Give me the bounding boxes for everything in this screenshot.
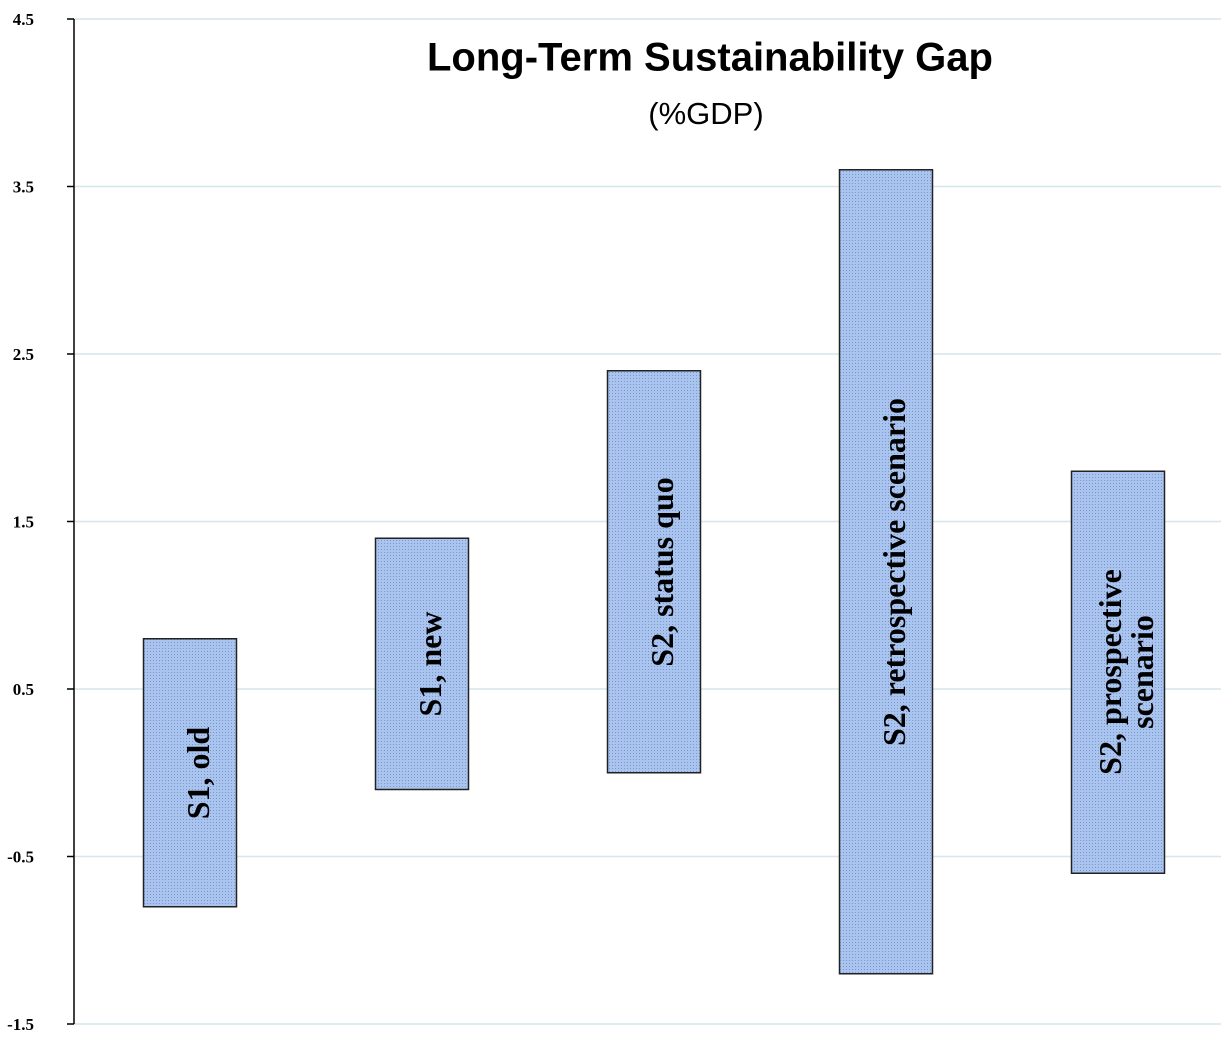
y-tick-label: 0.5 bbox=[13, 680, 34, 699]
chart-subtitle: (%GDP) bbox=[648, 96, 763, 131]
y-tick-label: -1.5 bbox=[7, 1015, 34, 1034]
bar bbox=[1070, 470, 1166, 874]
y-ticks: 4.5 3.5 2.5 1.5 0.5 -0.5 -1.5 bbox=[7, 10, 1221, 1034]
bar-label: S2, prospective scenario bbox=[1092, 569, 1160, 776]
bar-label: S1, old bbox=[180, 726, 216, 819]
y-tick-label: -0.5 bbox=[7, 847, 34, 866]
y-tick-label: 2.5 bbox=[13, 345, 34, 364]
bar bbox=[374, 537, 470, 791]
y-tick-label: 3.5 bbox=[13, 177, 34, 196]
bar bbox=[606, 370, 702, 774]
bar-label: S2, status quo bbox=[644, 477, 680, 667]
chart-title: Long-Term Sustainability Gap bbox=[427, 36, 993, 80]
bar bbox=[838, 169, 934, 975]
bar bbox=[142, 638, 238, 908]
bar-label: S2, retrospective scenario bbox=[876, 397, 912, 746]
y-tick-label: 4.5 bbox=[13, 10, 34, 29]
bar-label: S1, new bbox=[412, 611, 448, 717]
y-tick-label: 1.5 bbox=[13, 512, 34, 531]
